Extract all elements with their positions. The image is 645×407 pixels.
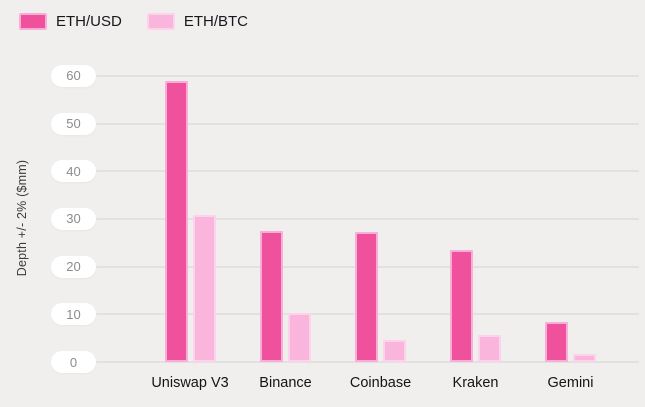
gridline — [96, 122, 639, 125]
bar-eth-usd-gemini — [545, 322, 568, 362]
x-axis-label-uniswap-v3: Uniswap V3 — [151, 375, 229, 391]
gridline — [96, 361, 639, 363]
y-tick-label: 20 — [51, 255, 96, 278]
bar-eth-usd-uniswap-v3 — [164, 80, 188, 362]
legend-label: ETH/BTC — [183, 13, 249, 30]
x-axis-label-binance: Binance — [259, 375, 312, 391]
x-axis-label-kraken: Kraken — [452, 375, 499, 391]
legend-item-eth-usd[interactable]: ETH/USD — [19, 13, 122, 30]
legend-item-eth-btc[interactable]: ETH/BTC — [146, 13, 249, 30]
bar-eth-btc-uniswap-v3 — [192, 215, 216, 362]
legend-swatch-icon — [19, 13, 47, 30]
x-axis-label-coinbase: Coinbase — [349, 375, 412, 391]
y-tick-label: 40 — [51, 160, 96, 183]
bar-eth-usd-binance — [260, 231, 283, 362]
y-tick-label: 10 — [51, 303, 96, 326]
chart-legend: ETH/USD ETH/BTC — [19, 13, 248, 30]
bar-eth-btc-gemini — [573, 354, 596, 362]
bar-eth-btc-coinbase — [383, 340, 406, 362]
y-tick-label: 50 — [51, 112, 96, 135]
bar-eth-usd-coinbase — [355, 232, 378, 362]
legend-label: ETH/USD — [56, 13, 122, 30]
gridline — [96, 170, 639, 173]
y-tick-label: 30 — [51, 207, 96, 230]
bar-eth-btc-binance — [288, 312, 311, 362]
y-tick-label: 60 — [51, 64, 96, 87]
bar-eth-usd-kraken — [450, 249, 473, 362]
bar-eth-btc-kraken — [478, 335, 501, 362]
gridline — [96, 217, 639, 220]
gridline — [96, 74, 639, 77]
x-axis-label-gemini: Gemini — [547, 375, 594, 391]
y-tick-label: 0 — [51, 351, 96, 373]
legend-swatch-icon — [146, 13, 175, 30]
